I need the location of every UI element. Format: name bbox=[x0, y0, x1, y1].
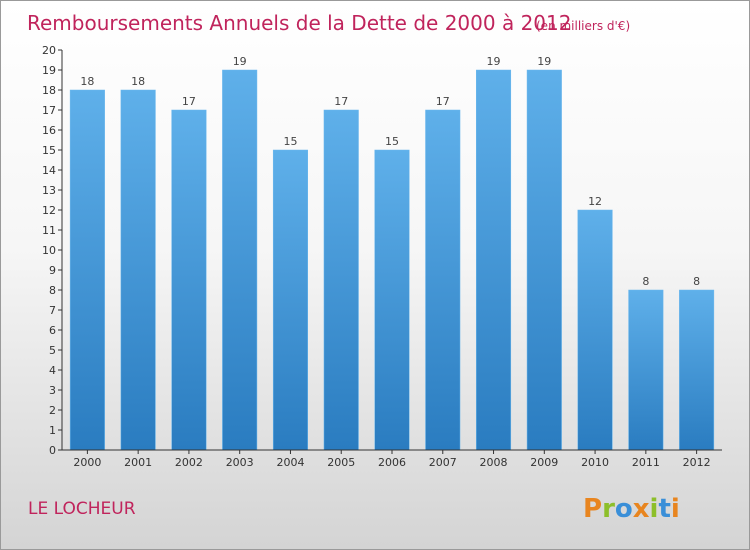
bar bbox=[69, 89, 105, 451]
y-tick-label: 1 bbox=[49, 424, 56, 437]
bar bbox=[120, 89, 156, 451]
y-tick-label: 9 bbox=[49, 264, 56, 277]
bar-value-label: 15 bbox=[283, 135, 297, 148]
bar bbox=[476, 69, 512, 451]
y-tick-label: 2 bbox=[49, 404, 56, 417]
y-tick-label: 16 bbox=[42, 124, 56, 137]
bar-value-label: 17 bbox=[436, 95, 450, 108]
bar bbox=[272, 149, 308, 451]
y-tick-label: 17 bbox=[42, 104, 56, 117]
logo-letter: o bbox=[615, 494, 633, 524]
bar-value-label: 8 bbox=[693, 275, 700, 288]
bar bbox=[628, 289, 664, 451]
bar-value-label: 19 bbox=[487, 55, 501, 68]
bar-value-label: 8 bbox=[642, 275, 649, 288]
bar bbox=[577, 209, 613, 451]
y-tick-label: 8 bbox=[49, 284, 56, 297]
bar-value-label: 15 bbox=[385, 135, 399, 148]
y-tick-label: 14 bbox=[42, 164, 56, 177]
bar-value-label: 18 bbox=[80, 75, 94, 88]
x-tick-label: 2001 bbox=[124, 456, 152, 469]
x-tick-label: 2006 bbox=[378, 456, 406, 469]
bar bbox=[374, 149, 410, 451]
bar bbox=[679, 289, 715, 451]
logo-letter: i bbox=[650, 494, 659, 524]
y-tick-label: 11 bbox=[42, 224, 56, 237]
y-tick-label: 18 bbox=[42, 84, 56, 97]
logo-letter: x bbox=[633, 494, 650, 524]
x-tick-label: 2009 bbox=[530, 456, 558, 469]
bar-value-label: 17 bbox=[182, 95, 196, 108]
x-tick-label: 2004 bbox=[276, 456, 304, 469]
bar-value-label: 19 bbox=[537, 55, 551, 68]
bar-value-label: 17 bbox=[334, 95, 348, 108]
x-tick-label: 2005 bbox=[327, 456, 355, 469]
chart-subtitle: (en milliers d'€) bbox=[536, 19, 630, 33]
bar bbox=[222, 69, 258, 451]
y-tick-label: 13 bbox=[42, 184, 56, 197]
x-tick-label: 2000 bbox=[73, 456, 101, 469]
y-tick-label: 19 bbox=[42, 64, 56, 77]
y-tick-label: 0 bbox=[49, 444, 56, 457]
x-tick-label: 2003 bbox=[226, 456, 254, 469]
x-axis: 2000 2001 2002 2003 2004 2005 2006 2007 2008 2009… bbox=[62, 449, 722, 469]
logo-letter: P bbox=[583, 494, 602, 524]
x-tick-label: 2010 bbox=[581, 456, 609, 469]
y-tick-label: 15 bbox=[42, 144, 56, 157]
bar bbox=[526, 69, 562, 451]
y-tick-label: 20 bbox=[42, 44, 56, 57]
y-tick-label: 5 bbox=[49, 344, 56, 357]
bars: 18 18 17 19 15 17 15 17 19 19 12 8 8 bbox=[69, 55, 715, 451]
bar-value-label: 19 bbox=[233, 55, 247, 68]
x-tick-label: 2011 bbox=[632, 456, 660, 469]
y-tick-label: 7 bbox=[49, 304, 56, 317]
y-tick-label: 4 bbox=[49, 364, 56, 377]
bar bbox=[425, 109, 461, 451]
bar-value-label: 18 bbox=[131, 75, 145, 88]
logo-letter: t bbox=[658, 494, 670, 524]
y-tick-label: 6 bbox=[49, 324, 56, 337]
logo-letter: i bbox=[671, 494, 680, 524]
x-tick-label: 2007 bbox=[429, 456, 457, 469]
x-tick-label: 2002 bbox=[175, 456, 203, 469]
x-tick-label: 2012 bbox=[683, 456, 711, 469]
bar bbox=[323, 109, 359, 451]
logo-letter: r bbox=[602, 494, 615, 524]
bar-value-label: 12 bbox=[588, 195, 602, 208]
y-tick-label: 3 bbox=[49, 384, 56, 397]
commune-name: LE LOCHEUR bbox=[28, 499, 136, 519]
bar bbox=[171, 109, 207, 451]
x-tick-label: 2008 bbox=[480, 456, 508, 469]
y-tick-label: 10 bbox=[42, 244, 56, 257]
proxiti-logo: Proxiti bbox=[583, 494, 680, 524]
chart-title: Remboursements Annuels de la Dette de 20… bbox=[27, 11, 571, 35]
y-tick-label: 12 bbox=[42, 204, 56, 217]
